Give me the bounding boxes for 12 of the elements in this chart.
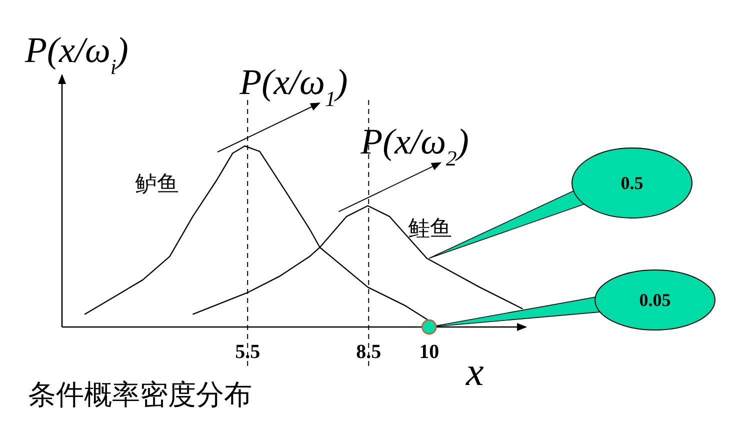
x-tick-label: 5.5 — [235, 341, 260, 363]
x-tick-label: 10 — [419, 341, 440, 363]
annotation: 0.05 — [639, 290, 671, 310]
y-axis-title: P(x/ω$_{i}$) — [24, 30, 128, 79]
x-axis-title: x — [465, 349, 484, 394]
x-tick-label: 8.5 — [356, 341, 382, 363]
legend-label: 鲑鱼 — [408, 216, 452, 242]
annotation: P(x/ω$_{2}$) — [360, 122, 469, 171]
annotation: P(x/ω$_{1}$) — [238, 62, 348, 111]
series-label: 鲈鱼 — [134, 172, 179, 197]
annotation: 0.5 — [620, 173, 644, 193]
text: 条件概率密度分布 — [28, 378, 252, 411]
